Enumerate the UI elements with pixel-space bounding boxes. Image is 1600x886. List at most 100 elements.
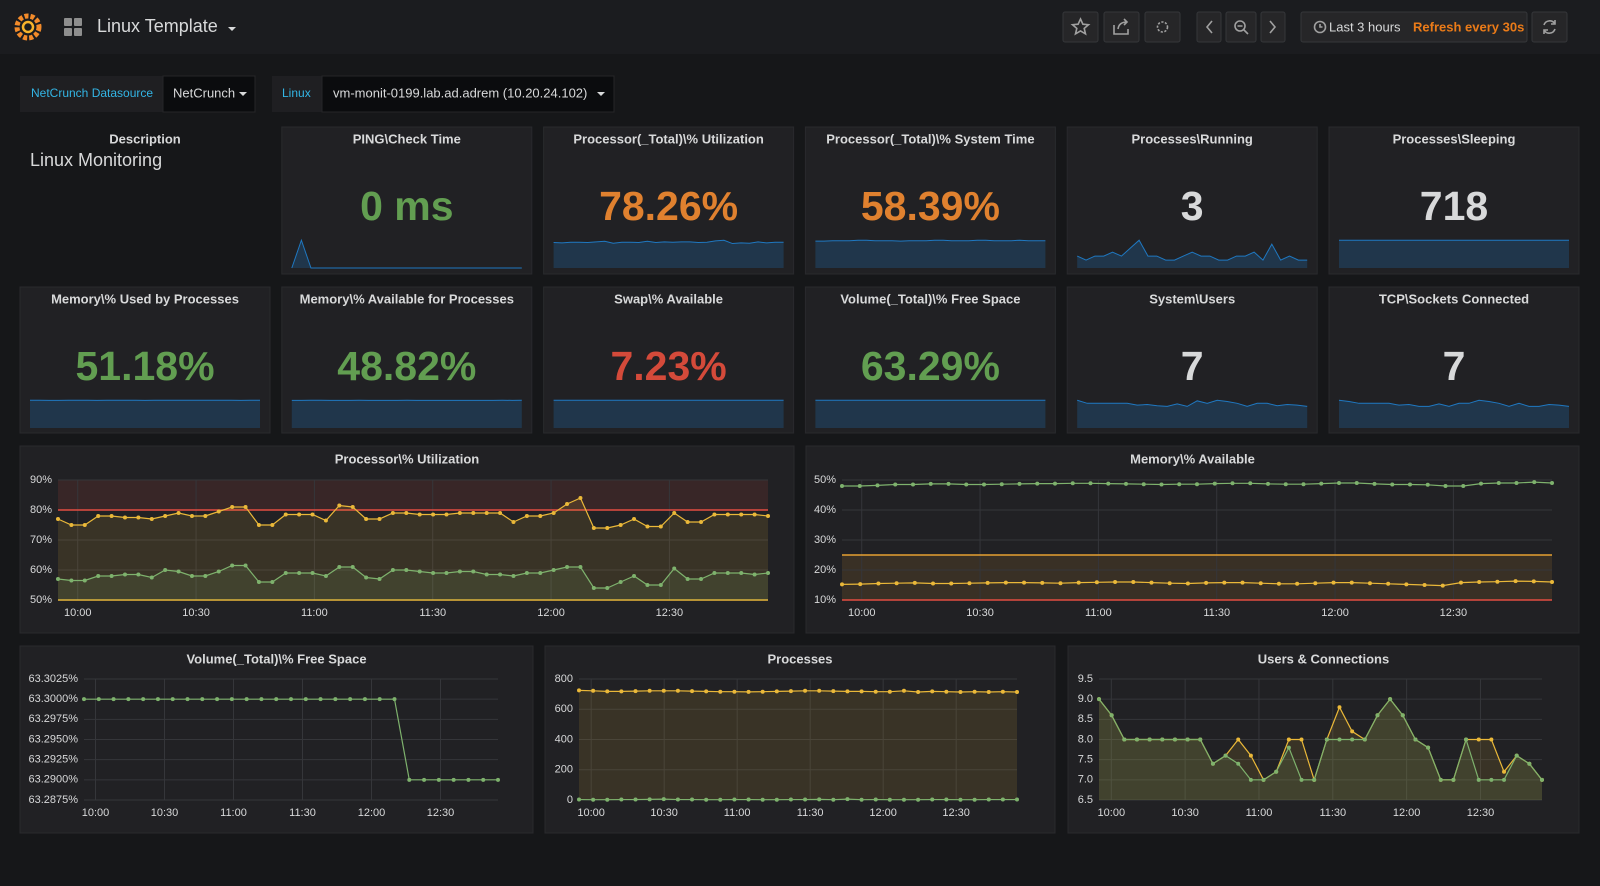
panel-title: Description: [109, 131, 181, 146]
variable-select[interactable]: [162, 75, 256, 113]
variable-value[interactable]: NetCrunch: [173, 85, 235, 100]
data-point: [986, 690, 991, 695]
data-point: [967, 581, 972, 586]
data-point: [912, 580, 917, 585]
data-point: [390, 568, 395, 572]
x-tick-label: 11:30: [289, 807, 316, 819]
time-forward-button[interactable]: [1260, 11, 1286, 43]
time-back-button[interactable]: [1196, 11, 1222, 43]
variable-select[interactable]: [321, 75, 615, 113]
y-tick-label: 400: [555, 733, 573, 745]
series-area: [58, 565, 768, 600]
data-point: [538, 571, 543, 575]
variable-value[interactable]: vm-monit-0199.lab.ad.adrem (10.20.24.102…: [333, 85, 587, 100]
data-point: [928, 481, 933, 486]
dashboard-title[interactable]: Linux Template: [97, 16, 218, 36]
share-button[interactable]: [1103, 11, 1140, 43]
data-point: [577, 797, 581, 802]
data-point: [1070, 481, 1075, 486]
data-point: [1022, 580, 1027, 585]
x-tick-label: 12:00: [869, 807, 897, 819]
data-point: [524, 514, 529, 518]
data-point: [1106, 481, 1111, 486]
data-point: [704, 797, 709, 802]
data-point: [645, 583, 650, 587]
variable-label: NetCrunch Datasource: [31, 86, 153, 100]
data-point: [1367, 581, 1372, 586]
data-point: [364, 517, 369, 521]
x-tick-label: 11:00: [301, 607, 328, 619]
data-point: [752, 572, 757, 577]
panel-title: Users & Connections: [1258, 651, 1389, 666]
data-point: [1513, 579, 1518, 584]
data-point: [289, 697, 293, 702]
caret[interactable]: [597, 92, 605, 96]
variable-label: Linux: [282, 86, 311, 100]
dashboard-icon[interactable]: [64, 18, 82, 36]
data-point: [739, 512, 744, 517]
data-point: [893, 482, 898, 487]
variable-label-box: [20, 76, 163, 112]
y-tick-label: 30%: [814, 534, 836, 546]
y-tick-label: 50%: [30, 594, 52, 606]
settings-button[interactable]: [1144, 11, 1181, 43]
data-point: [774, 689, 779, 694]
data-point: [1550, 481, 1554, 485]
panel-title: Memory\% Used by Processes: [51, 291, 239, 306]
refresh-button[interactable]: [1531, 11, 1568, 43]
panel-title: Memory\% Available for Processes: [300, 291, 514, 306]
data-point: [362, 697, 367, 702]
data-point: [1109, 713, 1114, 718]
panel-title: Swap\% Available: [614, 291, 723, 306]
data-point: [875, 483, 880, 488]
data-point: [270, 523, 275, 527]
data-point: [1076, 580, 1081, 585]
series-area: [1099, 699, 1542, 800]
sparkline-area: [1077, 400, 1308, 428]
data-point: [256, 580, 261, 584]
data-point: [1017, 481, 1022, 486]
data-point: [1204, 580, 1209, 585]
caret[interactable]: [239, 92, 247, 96]
data-point: [916, 690, 921, 695]
time-picker[interactable]: [1300, 11, 1528, 43]
time-range[interactable]: Last 3 hours: [1329, 19, 1401, 34]
grafana-logo[interactable]: [14, 13, 42, 41]
data-point: [111, 697, 116, 702]
data-point: [1058, 581, 1063, 586]
text-content: Linux Monitoring: [30, 150, 162, 170]
stat-panel: [543, 286, 795, 434]
data-point: [712, 571, 717, 575]
data-point: [1185, 581, 1190, 586]
refresh-interval[interactable]: Refresh every 30s: [1413, 19, 1524, 34]
data-point: [873, 689, 878, 694]
data-point: [944, 797, 949, 802]
data-point: [633, 689, 638, 694]
x-tick-label: 10:30: [182, 607, 210, 619]
data-point: [136, 515, 141, 520]
sparkline-area: [291, 400, 522, 428]
x-tick-label: 11:00: [220, 807, 247, 819]
data-point: [259, 697, 264, 702]
star-button[interactable]: [1062, 11, 1099, 43]
data-point: [1040, 580, 1045, 585]
x-tick-label: 10:00: [577, 807, 605, 819]
data-point: [364, 575, 369, 580]
data-point: [1476, 777, 1481, 782]
zoom-out-button[interactable]: [1225, 11, 1257, 43]
x-tick-label: 10:00: [64, 607, 92, 619]
data-point: [774, 797, 779, 802]
data-point: [390, 511, 395, 515]
data-point: [958, 797, 963, 802]
data-point: [1451, 777, 1456, 782]
data-point: [82, 697, 86, 702]
data-point: [1514, 753, 1519, 758]
threshold-band: [842, 555, 1552, 600]
title-caret[interactable]: [228, 27, 236, 31]
data-point: [1438, 777, 1443, 782]
x-tick-label: 11:30: [1319, 807, 1346, 819]
data-point: [591, 797, 596, 802]
data-point: [672, 566, 677, 571]
data-point: [337, 565, 342, 569]
variable-label-box: [272, 76, 322, 112]
